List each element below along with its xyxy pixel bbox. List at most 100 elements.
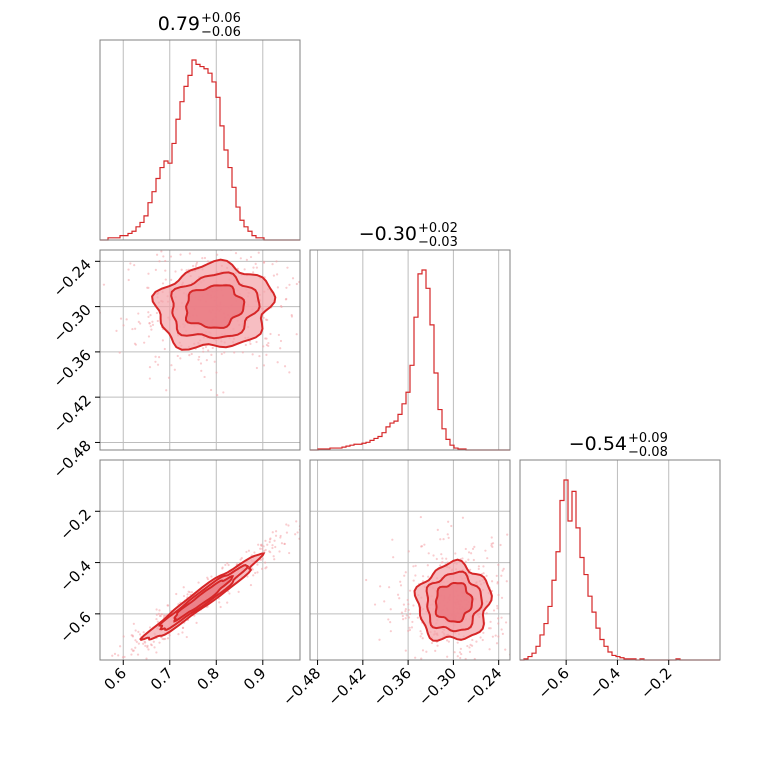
- sample-point-2-1: [412, 604, 415, 607]
- sample-point-2-0: [147, 648, 150, 651]
- sample-point-1-0: [209, 388, 213, 392]
- sample-point-2-0: [186, 593, 189, 596]
- sample-point-2-1: [486, 557, 489, 560]
- sample-point-2-0: [164, 637, 167, 640]
- sample-point-2-0: [147, 661, 149, 663]
- sample-point-2-1: [430, 641, 434, 645]
- sample-point-2-0: [111, 654, 114, 657]
- sample-point-2-0: [251, 568, 254, 571]
- sample-point-1-0: [148, 322, 151, 325]
- ytick-label-1-1: −0.42: [50, 391, 95, 436]
- sample-point-2-1: [424, 664, 426, 666]
- sample-point-1-0: [201, 257, 204, 260]
- panel-frame-2-0: [99, 459, 301, 661]
- sample-point-1-0: [249, 342, 252, 345]
- sample-point-2-1: [409, 612, 412, 616]
- sample-point-1-0: [154, 268, 157, 271]
- sample-point-2-1: [391, 538, 394, 541]
- xtick-label-1-4: −0.24: [460, 664, 505, 709]
- contour-2-0-2: [173, 575, 235, 623]
- sample-point-2-0: [132, 622, 135, 625]
- sample-point-1-0: [222, 391, 225, 394]
- xtick-label-0-3: 0.9: [240, 664, 270, 694]
- sample-point-2-1: [492, 609, 496, 612]
- sample-point-1-0: [278, 233, 280, 235]
- sample-point-2-0: [259, 547, 262, 550]
- sample-point-1-0: [156, 319, 159, 323]
- sample-point-1-0: [251, 353, 254, 356]
- sample-point-2-0: [142, 631, 145, 634]
- sample-point-2-1: [459, 656, 462, 660]
- sample-point-2-1: [419, 515, 422, 519]
- sample-point-1-0: [146, 286, 149, 289]
- sample-point-1-0: [321, 312, 323, 314]
- title-value-0: 0.79: [158, 13, 200, 35]
- sample-point-1-0: [258, 354, 261, 358]
- sample-point-2-1: [378, 638, 381, 641]
- sample-point-2-1: [404, 571, 407, 574]
- ytick-label-1-3: −0.30: [50, 301, 95, 346]
- sample-point-2-0: [137, 642, 140, 645]
- sample-point-1-0: [255, 266, 259, 269]
- sample-point-1-0: [335, 257, 337, 259]
- sample-point-2-1: [464, 547, 467, 551]
- sample-point-1-0: [147, 311, 150, 314]
- sample-point-2-1: [459, 647, 462, 650]
- sample-point-2-0: [266, 543, 269, 546]
- sample-point-2-1: [404, 649, 407, 652]
- xtick-label-2-0: −0.6: [534, 664, 572, 702]
- sample-point-2-0: [269, 537, 272, 540]
- sample-point-1-0: [149, 314, 152, 317]
- sample-point-2-1: [427, 575, 430, 578]
- sample-point-2-1: [496, 607, 499, 610]
- sample-point-2-0: [226, 562, 229, 565]
- sample-point-1-0: [190, 352, 193, 356]
- sample-point-1-0: [155, 253, 159, 256]
- sample-point-1-0: [174, 270, 177, 273]
- sample-point-2-1: [461, 516, 465, 519]
- sample-point-1-0: [254, 262, 257, 265]
- sample-point-2-0: [134, 646, 137, 649]
- histogram-param-1: [310, 269, 510, 451]
- sample-point-2-1: [479, 661, 481, 663]
- sample-point-2-1: [414, 656, 417, 659]
- sample-point-1-0: [115, 329, 118, 332]
- title-minus-0: −0.06: [201, 25, 241, 40]
- sample-point-2-0: [280, 542, 284, 545]
- sample-point-2-0: [260, 567, 264, 570]
- sample-point-2-0: [197, 581, 200, 584]
- sample-point-2-0: [134, 629, 137, 632]
- sample-point-1-0: [147, 335, 151, 338]
- sample-point-2-1: [481, 638, 484, 642]
- sample-point-1-0: [148, 366, 152, 369]
- sample-point-1-0: [216, 253, 219, 256]
- sample-point-1-0: [211, 346, 214, 350]
- sample-point-2-1: [467, 551, 471, 554]
- sample-point-1-0: [291, 277, 295, 280]
- sample-point-2-0: [90, 670, 92, 672]
- sample-point-2-0: [264, 539, 267, 542]
- sample-point-2-1: [389, 630, 392, 633]
- sample-point-1-0: [215, 371, 218, 374]
- sample-point-2-1: [463, 662, 465, 664]
- sample-point-2-0: [155, 613, 158, 616]
- sample-point-2-1: [411, 620, 414, 624]
- sample-point-1-0: [265, 353, 268, 356]
- sample-point-2-1: [407, 603, 410, 606]
- sample-point-2-0: [274, 530, 278, 533]
- sample-point-1-0: [279, 347, 282, 350]
- sample-point-2-0: [257, 543, 260, 546]
- sample-point-2-1: [495, 574, 498, 577]
- sample-point-1-0: [194, 264, 197, 268]
- sample-point-1-0: [210, 353, 213, 356]
- sample-point-1-0: [262, 260, 266, 264]
- sample-point-2-0: [136, 653, 140, 656]
- title-value-1: −0.30: [359, 223, 417, 245]
- sample-point-2-0: [256, 563, 259, 566]
- sample-point-2-1: [482, 631, 485, 634]
- sample-point-1-0: [188, 252, 191, 255]
- sample-point-1-0: [252, 271, 255, 274]
- sample-point-2-0: [156, 620, 159, 623]
- sample-point-2-0: [92, 690, 94, 692]
- sample-point-2-1: [497, 635, 500, 638]
